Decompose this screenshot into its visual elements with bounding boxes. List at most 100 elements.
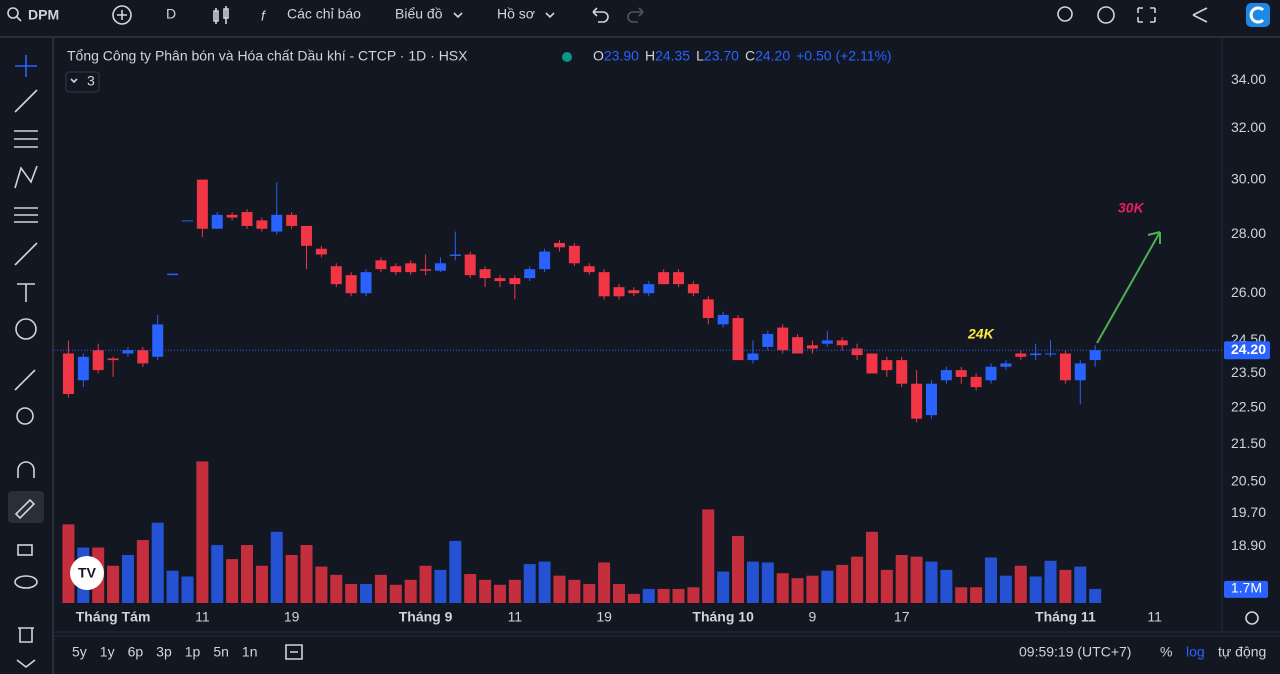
volume-bar [389, 584, 402, 603]
range-button[interactable]: 1y [100, 644, 115, 660]
logo[interactable] [1246, 3, 1270, 27]
ruler[interactable] [14, 369, 36, 391]
chevron [545, 12, 555, 19]
share[interactable] [1192, 7, 1208, 23]
candle-body [866, 353, 878, 374]
log-toggle[interactable]: log [1186, 644, 1205, 660]
candle-body [673, 272, 685, 285]
x-tick-label: 17 [894, 609, 910, 625]
pattern-tool[interactable] [14, 165, 38, 189]
y-tick-label: 22.50 [1231, 399, 1266, 415]
chart-title: Tổng Công ty Phân bón và Hóa chất Dầu kh… [67, 48, 468, 64]
volume-bar [464, 574, 477, 603]
candle-body [77, 356, 89, 381]
volume-bar [241, 545, 253, 603]
collapse[interactable] [16, 659, 36, 669]
range-button[interactable]: 1n [242, 644, 258, 660]
candle-body [539, 251, 551, 270]
crosshair[interactable] [15, 55, 37, 77]
range-button[interactable]: 1p [185, 644, 201, 660]
chevron [70, 78, 78, 84]
candle-body [955, 370, 967, 377]
redo[interactable] [627, 7, 644, 23]
zoom[interactable] [16, 407, 34, 425]
lock[interactable] [17, 544, 33, 556]
volume-bar [315, 566, 328, 603]
interval[interactable]: D [166, 6, 176, 22]
candle-body [122, 350, 134, 354]
hide[interactable] [14, 575, 38, 589]
volume-bar [642, 588, 655, 603]
candle-body [553, 242, 565, 248]
indicators[interactable]: Các chỉ báo [287, 6, 361, 22]
undo[interactable] [592, 7, 609, 23]
volume-bar [151, 522, 164, 603]
candle-body [1045, 353, 1057, 355]
candle-body [762, 333, 774, 347]
legend-value: 23.90 [604, 48, 639, 64]
chart-menu[interactable]: Biểu đồ [395, 6, 443, 22]
axis-settings[interactable] [1245, 611, 1259, 625]
candle-body [226, 214, 238, 218]
alert[interactable] [1057, 6, 1073, 22]
x-tick-label: Tháng 9 [399, 609, 453, 625]
x-tick-label: 11 [508, 609, 523, 625]
volume-bar [836, 564, 849, 603]
candle-body [1000, 363, 1012, 367]
volume-bar [955, 587, 968, 603]
volume-bar [62, 524, 75, 603]
indicator-toggle[interactable] [65, 71, 100, 93]
forecast-tool[interactable] [14, 207, 38, 223]
settings[interactable] [1097, 6, 1115, 24]
auto-toggle[interactable]: tự động [1218, 644, 1266, 660]
lock-draw-bg[interactable] [8, 491, 44, 523]
range-button[interactable]: 3p [156, 644, 172, 660]
profile-menu[interactable]: Hồ sơ [497, 6, 535, 22]
volume-bar [746, 561, 759, 603]
volume-bar [404, 579, 417, 603]
symbol[interactable]: DPM [28, 7, 59, 23]
candle-body [152, 324, 164, 357]
candle-body [92, 350, 104, 371]
volume-bar [1089, 588, 1102, 603]
text-tool[interactable] [17, 283, 35, 302]
chart-type-icon[interactable] [213, 6, 229, 24]
trend-line[interactable] [14, 89, 38, 113]
brush-tool[interactable] [14, 242, 38, 266]
volume-bar [985, 557, 997, 603]
magnet[interactable] [17, 461, 35, 478]
range-button[interactable]: 6p [128, 644, 144, 660]
x-tick-label: 19 [284, 609, 300, 625]
range-button[interactable]: 5y [72, 644, 87, 660]
candle-body [330, 266, 342, 285]
volume-bar [613, 583, 625, 603]
search-icon[interactable] [7, 7, 19, 19]
percent-toggle[interactable]: % [1160, 644, 1172, 660]
date-range[interactable] [285, 644, 303, 660]
lock-draw [14, 498, 36, 520]
candle-body [896, 360, 908, 384]
fullscreen[interactable] [1137, 7, 1156, 23]
legend-key: O [593, 48, 604, 64]
volume-bar [434, 569, 447, 603]
range-button[interactable]: 5n [213, 644, 229, 660]
delete[interactable] [18, 627, 34, 643]
volume-bar [791, 578, 804, 603]
volume-bar [508, 579, 521, 603]
candle-body [434, 263, 446, 271]
volume-bar [1029, 576, 1042, 603]
fib-tool[interactable] [14, 130, 38, 148]
volume-bar [270, 531, 283, 603]
volume-bar [568, 579, 581, 603]
candle-body [1074, 363, 1086, 381]
volume-bar [345, 583, 358, 603]
emoji-tool[interactable] [15, 318, 37, 340]
legend-key: L [696, 48, 704, 64]
candle-body [985, 366, 997, 381]
clock: 09:59:19 (UTC+7) [1019, 644, 1131, 660]
volume-bar [211, 545, 224, 603]
legend-value: 24.20 [755, 48, 790, 64]
add-symbol[interactable] [112, 5, 132, 25]
x-tick-label: Tháng 11 [1035, 609, 1096, 625]
